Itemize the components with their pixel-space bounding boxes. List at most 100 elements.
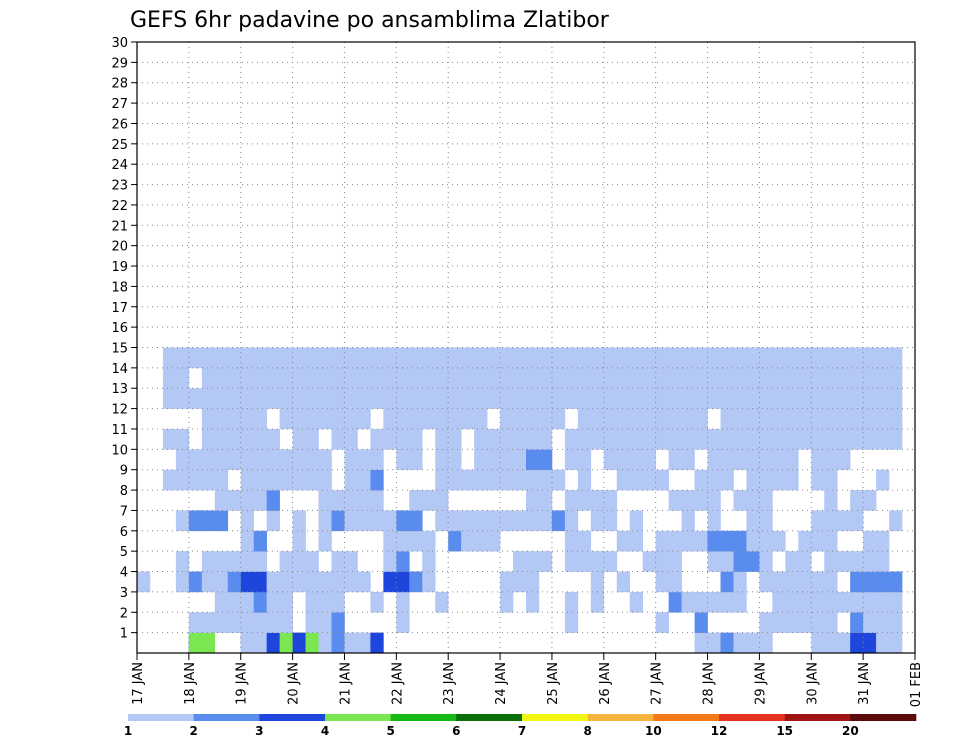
heatmap-cell (370, 591, 384, 613)
heatmap-cell (474, 469, 488, 491)
heatmap-cell (331, 490, 345, 511)
y-tick-label: 14 (111, 362, 128, 377)
heatmap-cell (863, 551, 877, 572)
heatmap-cell (863, 367, 877, 389)
heatmap-cell (694, 490, 708, 511)
heatmap-cell (733, 530, 747, 552)
legend-label: 1 (124, 724, 132, 738)
heatmap-cell (500, 408, 514, 430)
x-tick-label: 23 JAN (442, 662, 457, 705)
heatmap-cell (201, 428, 216, 450)
heatmap-cell (448, 530, 462, 552)
heatmap-cell (707, 551, 721, 572)
heatmap-cell (863, 612, 877, 633)
heatmap-cell (240, 347, 254, 369)
y-tick-label: 26 (111, 117, 128, 132)
heatmap-cell (344, 510, 358, 532)
heatmap-cell (318, 490, 332, 511)
y-tick-label: 22 (111, 199, 128, 214)
heatmap-cell (500, 428, 514, 450)
heatmap-cell (526, 469, 540, 491)
heatmap-cell (564, 490, 579, 511)
heatmap-cell (564, 367, 579, 389)
y-tick-label: 18 (111, 280, 128, 295)
heatmap-cell (629, 408, 643, 430)
heatmap-cell (396, 551, 410, 572)
legend-swatch (390, 714, 457, 721)
heatmap-cell (357, 571, 371, 593)
heatmap-cell (850, 510, 864, 532)
legend-swatch (522, 714, 588, 721)
heatmap-cell (707, 388, 721, 409)
heatmap-cell (590, 367, 605, 389)
heatmap-cell (824, 530, 838, 552)
heatmap-cell (422, 388, 436, 409)
heatmap-cell (266, 510, 280, 532)
heatmap-cell (305, 632, 319, 654)
heatmap-cell (227, 591, 242, 613)
heatmap-cell (279, 571, 293, 593)
heatmap-cell (668, 490, 682, 511)
heatmap-cell (538, 388, 553, 409)
heatmap-cell (305, 612, 319, 633)
heatmap-cell (383, 510, 397, 532)
heatmap-cell (759, 612, 773, 633)
heatmap-cell (318, 530, 332, 552)
heatmap-cell (577, 347, 592, 369)
heatmap-cell (292, 551, 306, 572)
heatmap-cell (746, 408, 760, 430)
heatmap-cell (253, 367, 267, 389)
heatmap-cell (175, 428, 190, 450)
heatmap-cell (162, 469, 177, 491)
heatmap-cell (720, 367, 734, 389)
heatmap-cell (383, 428, 397, 450)
heatmap-cell (279, 449, 293, 470)
heatmap-cell (811, 510, 825, 532)
heatmap-cell (863, 632, 877, 654)
heatmap-cell (720, 469, 734, 491)
heatmap-cell (577, 408, 592, 430)
y-tick-label: 4 (120, 566, 128, 581)
heatmap-cell (370, 367, 384, 389)
heatmap-cell (629, 530, 643, 552)
heatmap-cell (513, 408, 527, 430)
heatmap-cell (188, 347, 203, 369)
heatmap-cell (253, 347, 267, 369)
x-axis-ticks: 17 JAN 18 JAN 19 JAN 20 JAN 21 JAN 22 JAN 23 J… (131, 653, 924, 707)
heatmap-cell (396, 388, 410, 409)
heatmap-cell (720, 571, 734, 593)
heatmap-cell (474, 367, 488, 389)
heatmap-cell (681, 367, 695, 389)
heatmap-cell (603, 449, 618, 470)
heatmap-cell (357, 490, 371, 511)
heatmap-cell (266, 347, 280, 369)
heatmap-cell (616, 388, 631, 409)
heatmap-cell (837, 551, 851, 572)
heatmap-cell (279, 347, 293, 369)
heatmap-cell (175, 551, 190, 572)
heatmap-cell (642, 388, 656, 409)
heatmap-cell (344, 469, 358, 491)
heatmap-cell (759, 469, 773, 491)
heatmap-cell (266, 469, 280, 491)
heatmap-cell (655, 388, 669, 409)
heatmap-cell (305, 428, 319, 450)
heatmap-cell (318, 591, 332, 613)
heatmap-cell (175, 510, 190, 532)
heatmap-cell (227, 408, 242, 430)
heatmap-cell (837, 428, 851, 450)
heatmap-cell (707, 469, 721, 491)
heatmap-cell (201, 551, 216, 572)
heatmap-cell (526, 571, 540, 593)
heatmap-cell (357, 367, 371, 389)
heatmap-cell (837, 510, 851, 532)
heatmap-cell (188, 632, 203, 654)
heatmap-cell (435, 347, 449, 369)
heatmap-cell (824, 428, 838, 450)
heatmap-cell (370, 632, 384, 654)
heatmap-cell (824, 367, 838, 389)
heatmap-cell (474, 510, 488, 532)
heatmap-cell (694, 591, 708, 613)
heatmap-cell (863, 347, 877, 369)
heatmap-cell (603, 428, 618, 450)
